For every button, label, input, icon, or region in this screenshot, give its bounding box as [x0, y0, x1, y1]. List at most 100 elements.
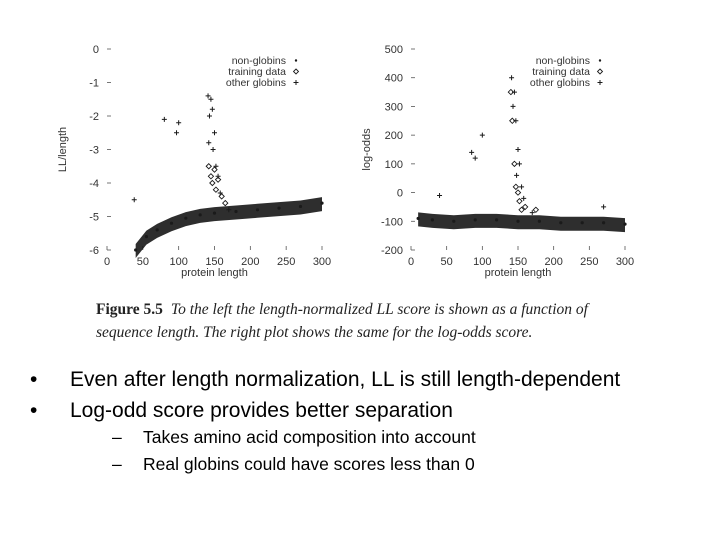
other-globins-point: [226, 207, 232, 213]
sub-bullet-text: Real globins could have scores less than…: [143, 454, 475, 474]
legend-marker: [597, 80, 603, 85]
non-globins-point: [430, 218, 434, 222]
other-globins-point: [131, 197, 137, 203]
sub-bullet-symbol: –: [112, 427, 122, 447]
other-globins-point: [208, 96, 214, 102]
non-globins-point: [234, 209, 238, 214]
other-globins-point: [509, 75, 515, 81]
x-tick-label: 300: [616, 256, 634, 268]
legend-marker: [293, 80, 299, 85]
training-data-point: [509, 117, 516, 125]
figure-caption-text: To the left the length-normalized LL sco…: [96, 301, 588, 341]
bullet-text: Log-odd score provides better separation: [70, 399, 453, 422]
y-axis-label: LL/length: [57, 127, 69, 172]
sub-bullet-symbol: –: [112, 454, 122, 474]
x-tick-label: 150: [205, 256, 223, 268]
other-globins-point: [215, 173, 221, 179]
non-globins-point: [144, 235, 149, 239]
bullet-symbol: •: [30, 368, 38, 391]
sub-bullet-item: – Real globins could have scores less th…: [70, 453, 670, 476]
other-globins-point: [510, 103, 516, 109]
training-data-point: [214, 176, 222, 183]
non-globins-point: [155, 228, 159, 232]
legend-marker: [292, 68, 300, 75]
training-data-point: [521, 203, 529, 211]
non-globins-point: [559, 221, 563, 225]
non-globins-point: [623, 222, 627, 226]
x-axis-label: protein length: [181, 267, 248, 279]
non-globins-point: [169, 221, 174, 225]
bullet-item: • Log-odd score provides better separati…: [30, 399, 670, 476]
y-tick-label: -6: [89, 245, 99, 257]
legend-label: training data: [228, 66, 286, 78]
y-tick-label: 300: [385, 101, 403, 113]
other-globins-point: [217, 190, 223, 196]
other-globins-point: [515, 147, 521, 152]
other-globins-point: [161, 116, 167, 122]
scatter-plots: 0 50 100 150 200 250 300 0 -1 -2 -3 -4 -5 -6 protein l…: [57, 44, 634, 279]
training-data-point: [222, 199, 229, 207]
other-globins-point: [206, 113, 212, 119]
non-globins-point: [416, 216, 420, 221]
y-tick-label: -5: [89, 212, 99, 224]
bullet-symbol: •: [30, 399, 38, 422]
other-globins-point: [521, 195, 527, 201]
y-tick-label: 100: [385, 159, 403, 171]
training-data-point: [511, 160, 518, 168]
non-globins-point: [255, 208, 260, 212]
x-tick-label: 200: [241, 256, 259, 268]
x-tick-label: 0: [408, 256, 414, 268]
training-data-point: [532, 206, 540, 214]
figure-caption: Figure 5.5 To the left the length-normali…: [96, 298, 616, 344]
y-tick-label: -1: [89, 78, 99, 90]
x-axis-label: protein length: [485, 267, 552, 279]
non-globins-band: [135, 197, 322, 258]
training-data-point: [205, 163, 213, 170]
y-tick-label: 200: [385, 130, 403, 142]
y-axis-label: log-odds: [361, 128, 373, 171]
training-data-point: [514, 189, 522, 196]
non-globins-point: [298, 204, 303, 209]
other-globins-point: [469, 149, 475, 155]
other-globins-point: [601, 204, 607, 210]
sub-bullet-text: Takes amino acid composition into accoun…: [143, 427, 476, 447]
y-tick-label: -100: [381, 216, 403, 228]
training-data-point: [209, 179, 216, 187]
non-globins-point: [452, 219, 456, 223]
x-tick-label: 150: [509, 256, 527, 268]
other-globins-point: [513, 118, 519, 124]
other-globins-point: [176, 120, 182, 126]
other-globins-point: [206, 140, 212, 146]
non-globins-point: [320, 201, 324, 205]
x-tick-label: 100: [473, 256, 491, 268]
y-tick-label: 0: [397, 188, 403, 200]
figure-area: 0 50 100 150 200 250 300 0 -1 -2 -3 -4 -5 -6 protein l…: [57, 44, 634, 279]
y-tick-label: -4: [89, 178, 99, 190]
training-data-point: [512, 183, 520, 191]
training-data-point: [507, 88, 515, 96]
y-tick-label: -200: [381, 245, 403, 257]
other-globins-point: [209, 106, 215, 112]
training-data-point: [207, 173, 215, 180]
other-globins-point: [174, 130, 180, 136]
non-globins-point: [198, 213, 202, 217]
other-globins-point: [516, 161, 522, 167]
legend-marker: [596, 68, 604, 75]
non-globins-band: [418, 212, 625, 233]
legend-label: other globins: [530, 77, 590, 89]
training-data-point: [212, 186, 220, 193]
legend-marker: [598, 59, 602, 62]
x-tick-label: 200: [544, 256, 562, 268]
y-tick-label: 500: [385, 44, 403, 56]
non-globins-point: [212, 211, 217, 215]
y-tick-label: 400: [385, 73, 403, 85]
non-globins-point: [602, 221, 606, 225]
legend-label: non-globins: [232, 55, 286, 67]
x-tick-label: 0: [104, 256, 110, 268]
non-globins-point: [277, 206, 281, 210]
legend-label: training data: [532, 66, 590, 78]
non-globins-point: [537, 219, 542, 223]
figure-label: Figure 5.5: [96, 301, 163, 318]
non-globins-point: [516, 219, 520, 223]
other-globins-point: [210, 147, 216, 152]
